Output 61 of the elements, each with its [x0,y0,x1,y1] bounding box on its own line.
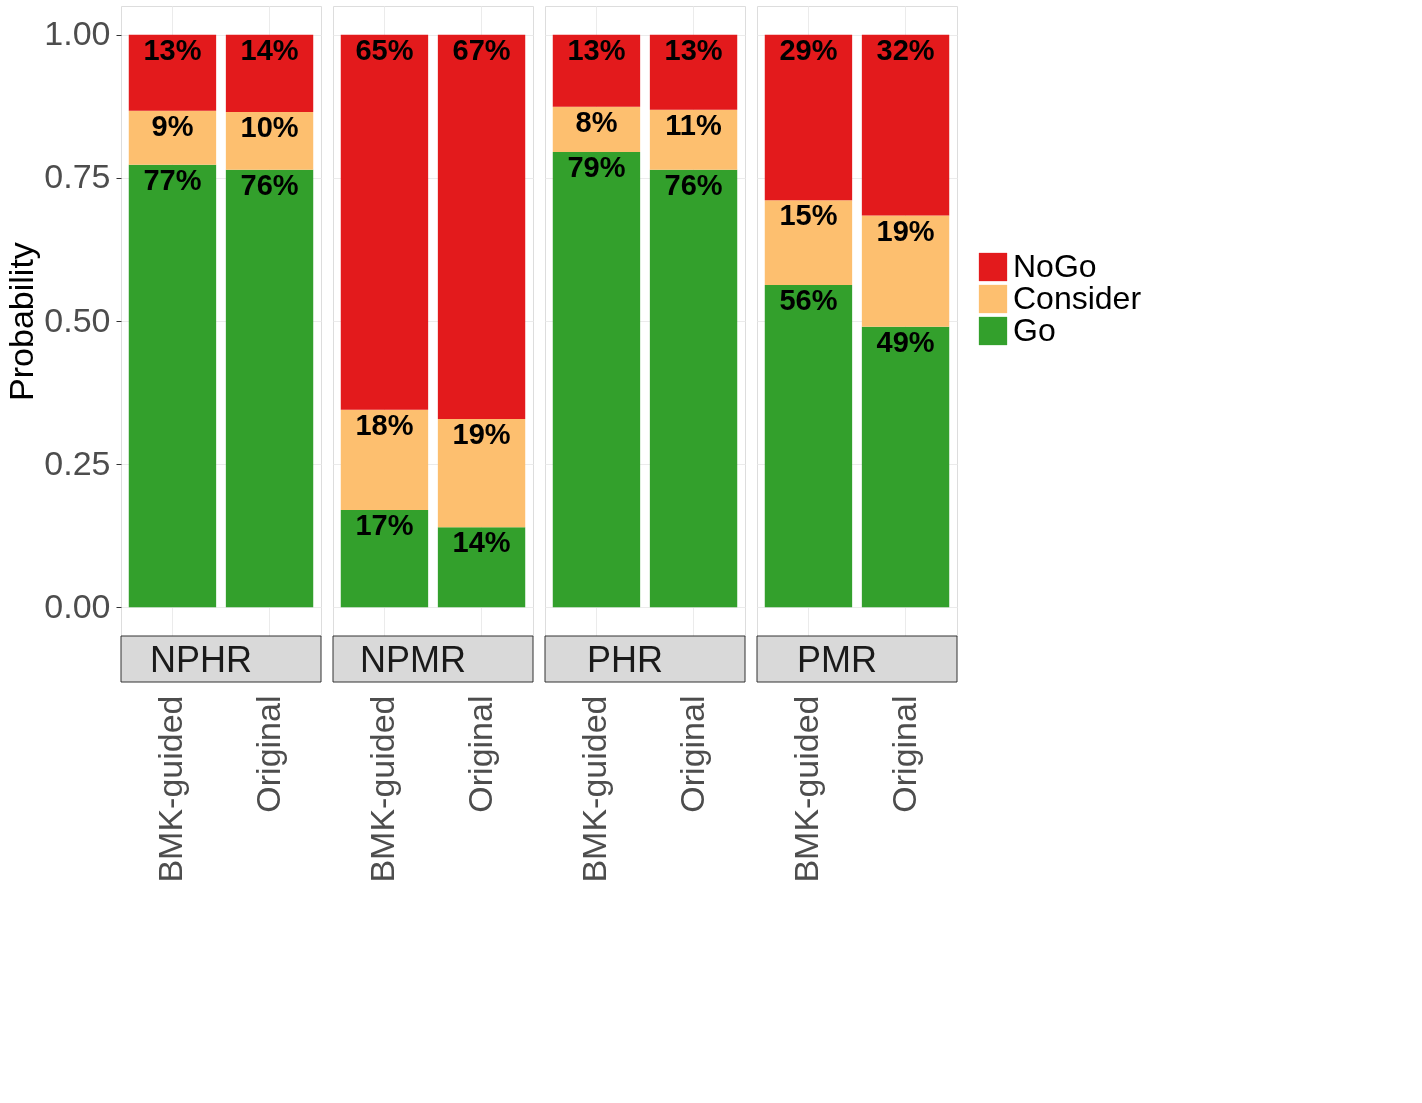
y-tick-label: 0.25 [44,443,111,482]
data-label: 19% [452,417,511,450]
data-label: 14% [240,33,299,66]
bar [552,152,641,608]
bar [225,169,314,608]
y-tick-label: 0.00 [44,586,111,625]
bar [128,164,217,608]
bar [437,418,526,528]
bar [340,34,429,410]
data-label: 13% [143,33,202,66]
bar [861,215,950,327]
data-label: 32% [876,33,935,66]
bar [649,34,738,110]
data-label: 49% [876,325,935,358]
bar [437,34,526,419]
bar [861,326,950,608]
bar [437,527,526,608]
y-tick-label: 1.00 [44,14,111,53]
text: PHR [586,639,664,680]
bar [225,34,314,112]
data-label: 10% [240,110,299,143]
text: NPHR [149,639,253,680]
x-tick-label: BMK-guided [787,695,826,883]
y-tick-label: 0.50 [44,300,111,339]
x-tick-label: Original [672,695,711,813]
data-label: 76% [240,168,299,201]
data-label: 65% [355,33,414,66]
data-label: 14% [452,526,511,559]
data-label: 13% [567,33,626,66]
data-label: 56% [779,283,838,316]
bar [764,284,853,608]
data-label: 19% [876,214,935,247]
x-tick-label: BMK-guided [575,695,614,883]
data-label: 29% [779,33,838,66]
data-label: 11% [665,108,722,141]
text: PMR [797,639,877,680]
data-label: 77% [143,163,202,196]
data-label: 17% [355,509,414,541]
x-tick-label: BMK-guided [363,695,402,883]
text: NPMR [360,639,466,680]
bar [649,169,738,608]
bar [340,409,429,510]
data-label: 76% [664,168,723,201]
x-tick-label: Original [460,695,499,813]
data-label: 8% [575,105,618,138]
bar [764,200,853,285]
y-tick-label: 0.75 [44,157,111,196]
bar [861,34,950,216]
x-tick-label: BMK-guided [151,695,190,883]
data-label: 13% [664,33,723,66]
data-label: 18% [355,408,414,441]
y-axis-title: Probability [2,242,41,401]
x-tick-label: Original [248,695,287,813]
bar [128,34,217,111]
data-label: 79% [567,151,626,184]
bar [764,34,853,201]
data-label: 15% [779,199,838,232]
bar [340,510,429,608]
data-label: 67% [452,33,511,66]
x-tick-label: Original [884,695,923,813]
data-label: 9% [151,109,194,142]
